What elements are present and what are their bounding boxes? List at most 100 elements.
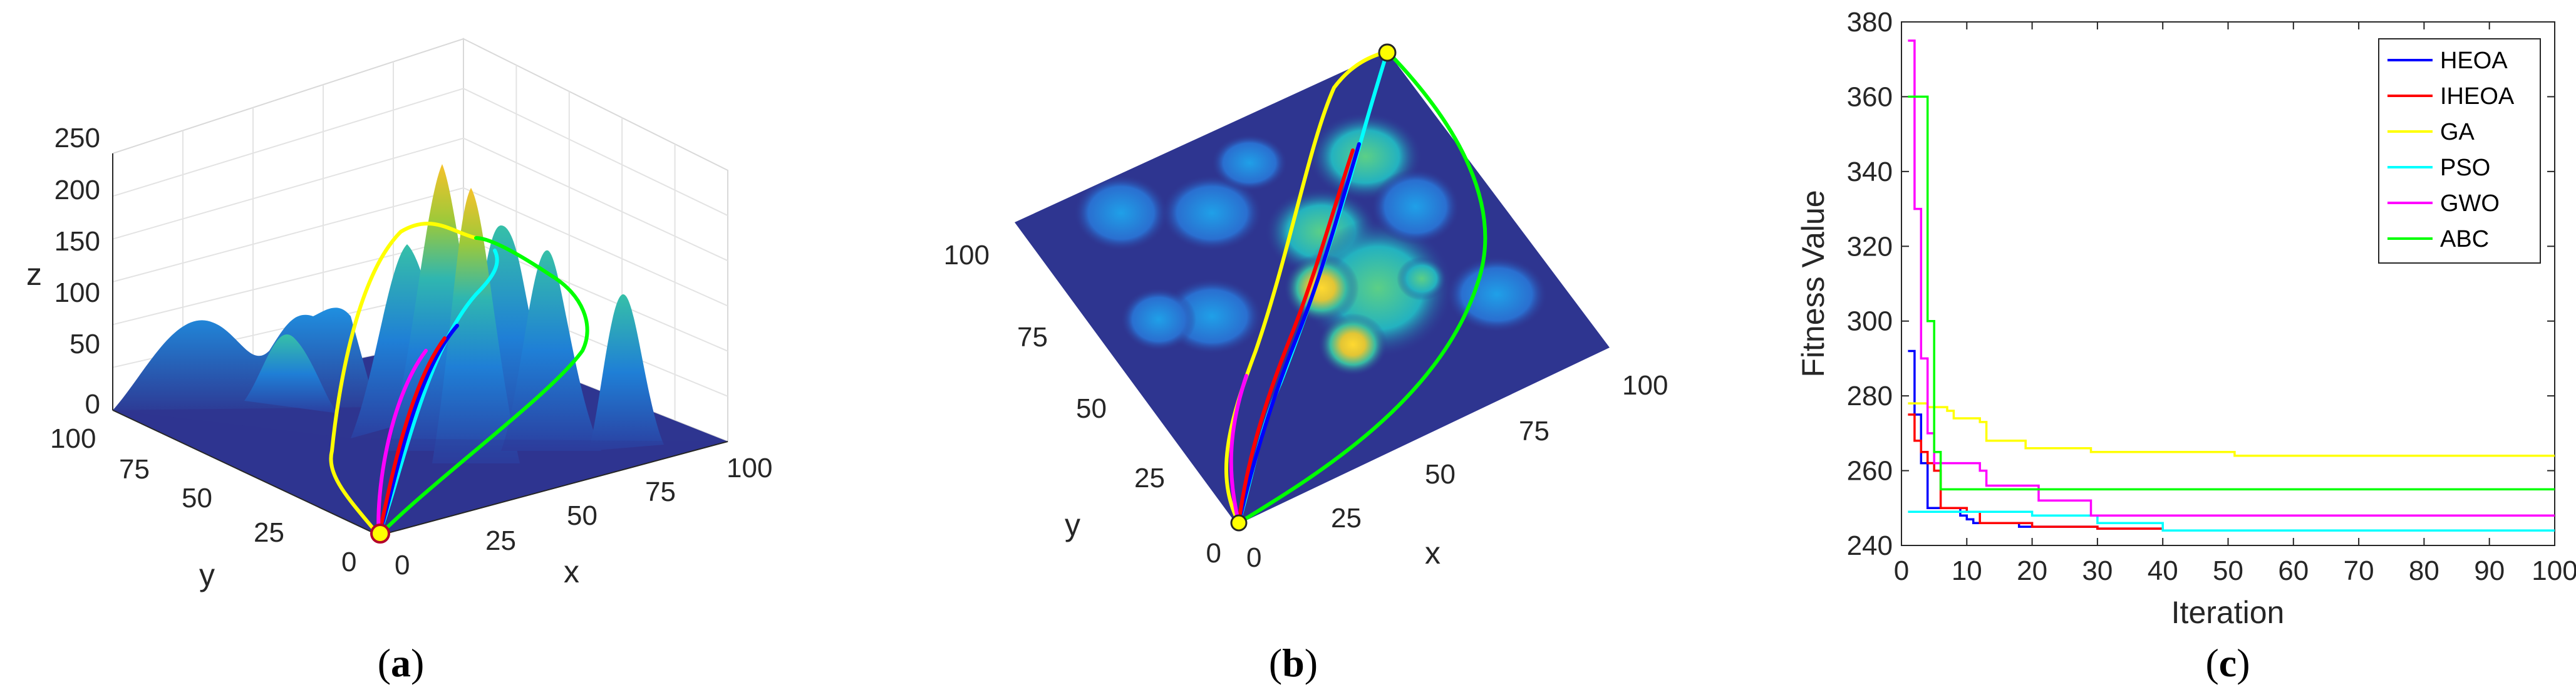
x-tick-label: 70 xyxy=(2344,555,2374,586)
z-tick-250: 250 xyxy=(54,123,100,153)
y-tick-b-50: 50 xyxy=(1076,393,1107,424)
path-a-ga xyxy=(329,222,478,537)
x-tick-label: 20 xyxy=(2017,555,2047,586)
z-tick-0: 0 xyxy=(85,389,100,420)
x-tick-label: 90 xyxy=(2474,555,2505,586)
path-a-iheoa xyxy=(377,336,447,537)
x-tick-25: 25 xyxy=(485,525,516,556)
caption-a: (a) xyxy=(378,641,425,685)
captions: (a) (b) (c) xyxy=(378,641,2250,685)
path-a-abc xyxy=(377,236,589,537)
x-tick-label: 100 xyxy=(2532,555,2576,586)
y-axis-label-a: y xyxy=(199,557,215,592)
z-tick-100: 100 xyxy=(54,277,100,308)
y-tick-100: 100 xyxy=(50,423,96,454)
series-line-iheoa xyxy=(1908,413,2164,531)
y-tick-b-25: 25 xyxy=(1134,463,1165,493)
z-axis-label: z xyxy=(26,257,42,292)
x-tick-label: 0 xyxy=(1894,555,1909,586)
legend-label-ga: GA xyxy=(2440,119,2475,145)
y-tick-label: 360 xyxy=(1847,81,1893,112)
series-line-abc xyxy=(1908,95,2555,491)
series-line-gwo xyxy=(1908,39,2555,517)
grid-line-z xyxy=(463,137,728,262)
x-tick-label: 50 xyxy=(2213,555,2243,586)
path-b-abc xyxy=(1237,49,1487,525)
path-lines-a xyxy=(329,222,589,537)
path-b-iheoa xyxy=(1237,148,1355,525)
caption-c: (c) xyxy=(2205,641,2250,685)
x-tick-label: 40 xyxy=(2148,555,2178,586)
panel-a-surface-plot: 250 200 150 100 50 0 z 100 75 50 25 0 y … xyxy=(26,38,772,592)
y-tick-label: 240 xyxy=(1847,530,1893,561)
y-tick-label: 340 xyxy=(1847,157,1893,187)
x-tick-label: 10 xyxy=(1952,555,1982,586)
x-tick-75: 75 xyxy=(645,477,676,507)
grid-lines-a xyxy=(112,61,728,421)
topview-blobs xyxy=(1074,113,1547,376)
y-tick-b-75: 75 xyxy=(1017,322,1048,353)
y-tick-25: 25 xyxy=(254,517,284,548)
x-tick-b-50: 50 xyxy=(1425,459,1456,490)
legend-label-abc: ABC xyxy=(2440,226,2489,252)
y-tick-labels-a: 100 75 50 25 0 xyxy=(50,423,356,577)
legend-label-heoa: HEOA xyxy=(2440,48,2508,74)
x-axis-label-c: Iteration xyxy=(2171,595,2285,630)
x-tick-b-75: 75 xyxy=(1519,416,1549,447)
legend-c: HEOA IHEOA GA PSO GWO ABC xyxy=(2378,38,2541,264)
x-tick-labels-b: 0 25 50 75 100 xyxy=(1246,370,1668,573)
y-tick-50: 50 xyxy=(182,483,212,514)
y-tick-label: 380 xyxy=(1847,7,1893,38)
y-tick-label: 300 xyxy=(1847,306,1893,337)
goal-marker-b xyxy=(1378,43,1397,62)
start-marker-b xyxy=(1230,514,1248,532)
y-tick-0: 0 xyxy=(341,547,356,577)
caption-b: (b) xyxy=(1269,641,1318,685)
grid-line-z xyxy=(112,88,464,197)
x-axis-label-a: x xyxy=(564,554,579,589)
y-tick-b-0: 0 xyxy=(1206,538,1221,569)
x-tick-100: 100 xyxy=(727,453,772,483)
x-tick-b-25: 25 xyxy=(1331,503,1362,534)
z-tick-200: 200 xyxy=(54,175,100,205)
path-b-gwo xyxy=(1229,374,1248,525)
z-tick-50: 50 xyxy=(70,329,100,359)
y-tick-label: 320 xyxy=(1847,231,1893,262)
legend-label-gwo: GWO xyxy=(2440,190,2500,217)
legend-label-iheoa: IHEOA xyxy=(2440,83,2515,110)
surface-peaks xyxy=(113,164,728,535)
series-lines-c xyxy=(1908,39,2555,532)
y-axis-label-c: Fitness Value xyxy=(1796,190,1831,377)
y-tick-label: 280 xyxy=(1847,381,1893,411)
y-tick-b-100: 100 xyxy=(944,240,990,271)
x-tick-0: 0 xyxy=(395,550,410,581)
start-marker-a xyxy=(370,524,390,544)
x-tick-label: 60 xyxy=(2278,555,2309,586)
x-tick-b-100: 100 xyxy=(1622,370,1668,401)
y-axis-label-b: y xyxy=(1065,507,1080,542)
series-line-ga xyxy=(1908,402,2555,457)
path-b-heoa xyxy=(1237,142,1361,525)
legend-label-pso: PSO xyxy=(2440,155,2490,181)
y-tick-75: 75 xyxy=(119,454,150,485)
panel-c-convergence-chart: 0 10 20 30 40 50 60 70 80 90 100 240 260 280 300 320 340… xyxy=(1796,7,2576,630)
grid-line-z xyxy=(112,187,464,282)
z-tick-150: 150 xyxy=(54,226,100,257)
path-b-ga xyxy=(1224,49,1389,525)
x-tick-b-0: 0 xyxy=(1246,542,1261,573)
y-tick-label: 260 xyxy=(1847,456,1893,487)
x-tick-label: 30 xyxy=(2082,555,2113,586)
panel-b-top-view: 100 75 50 25 0 y 0 25 50 75 100 x xyxy=(944,43,1668,573)
path-lines-b xyxy=(1224,49,1487,525)
x-axis-label-b: x xyxy=(1425,535,1441,571)
grid-line-z xyxy=(463,187,728,307)
legend-box xyxy=(2378,38,2541,264)
x-tick-50: 50 xyxy=(567,500,597,531)
grid-line-z xyxy=(112,137,464,240)
x-tick-label: 80 xyxy=(2409,555,2439,586)
path-a-gwo xyxy=(376,349,428,537)
grid-line-z xyxy=(463,88,728,217)
y-tick-labels-b: 100 75 50 25 0 xyxy=(944,240,1221,569)
x-tick-labels-a: 0 25 50 75 100 xyxy=(395,453,772,581)
